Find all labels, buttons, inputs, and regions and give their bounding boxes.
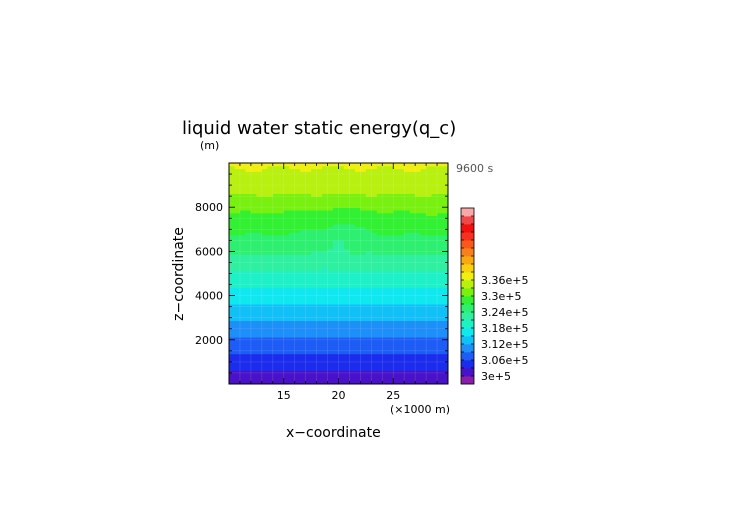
x-tick-label: 20 (332, 389, 346, 402)
colorbar-segment (461, 232, 474, 240)
colorbar-segment (461, 320, 474, 328)
x-axis-label: x−coordinate (286, 425, 381, 441)
colorbar-segment (461, 224, 474, 232)
colorbar-segment (461, 336, 474, 344)
heatmap-cell (415, 163, 421, 166)
heatmap-cell (240, 163, 246, 166)
x-tick-label: 15 (277, 389, 291, 402)
colorbar-label: 3e+5 (481, 370, 511, 383)
colorbar-segment (461, 312, 474, 320)
heatmap-cell (349, 163, 355, 166)
heatmap-cell (339, 163, 345, 166)
y-tick-label: 6000 (195, 245, 223, 258)
colorbar-label: 3.24e+5 (481, 306, 528, 319)
heatmap-cell (317, 163, 323, 166)
x-tick-label: 25 (386, 389, 400, 402)
colorbar-label: 3.36e+5 (481, 274, 528, 287)
y-axis-label: z−coordinate (171, 227, 187, 321)
heatmap-cell (360, 163, 366, 166)
y-tick-label: 4000 (195, 290, 223, 303)
heatmap-cell (437, 163, 443, 166)
heatmap-cell (393, 163, 399, 166)
heatmap-cell (306, 163, 312, 166)
y-tick-label: 8000 (195, 201, 223, 214)
colorbar-segment (461, 240, 474, 248)
colorbar-segment (461, 296, 474, 304)
y-tick-label: 2000 (195, 334, 223, 347)
colorbar-segment (461, 288, 474, 296)
heatmap-cell (273, 163, 279, 166)
y-axis-unit: (m) (200, 139, 219, 152)
colorbar: 3.36e+5 3.3e+5 3.24e+5 3.18e+5 3.12e+5 3.06e+… (461, 208, 528, 384)
heatmap-cell (251, 163, 257, 166)
colorbar-segment (461, 352, 474, 360)
colorbar-segment (461, 344, 474, 352)
chart-title: liquid water static energy(q_c) (182, 118, 456, 139)
colorbar-segment (461, 216, 474, 224)
time-label: 9600 s (456, 162, 493, 175)
x-axis-unit: (×1000 m) (390, 403, 450, 416)
heatmap-cell (404, 163, 410, 166)
heatmap-cell (426, 163, 432, 166)
colorbar-segment (461, 376, 474, 384)
heatmap-cell (284, 163, 290, 166)
colorbar-label: 3.12e+5 (481, 338, 528, 351)
colorbar-label: 3.06e+5 (481, 354, 528, 367)
heatmap-cell (262, 163, 268, 166)
colorbar-segment (461, 328, 474, 336)
colorbar-segment (461, 368, 474, 376)
heatmap-cell (382, 163, 388, 166)
grid-lines (229, 163, 448, 384)
heatmap-cell (328, 163, 334, 166)
colorbar-segment (461, 304, 474, 312)
colorbar-label: 3.3e+5 (481, 290, 521, 303)
colorbar-segment (461, 208, 474, 216)
colorbar-segment (461, 248, 474, 256)
colorbar-segment (461, 264, 474, 272)
heatmap-cell (295, 163, 301, 166)
colorbar-segment (461, 256, 474, 264)
heatmap-cell (371, 163, 377, 166)
colorbar-segment (461, 360, 474, 368)
colorbar-segment (461, 280, 474, 288)
colorbar-label: 3.18e+5 (481, 322, 528, 335)
heatmap-cell (229, 163, 235, 166)
colorbar-segment (461, 272, 474, 280)
